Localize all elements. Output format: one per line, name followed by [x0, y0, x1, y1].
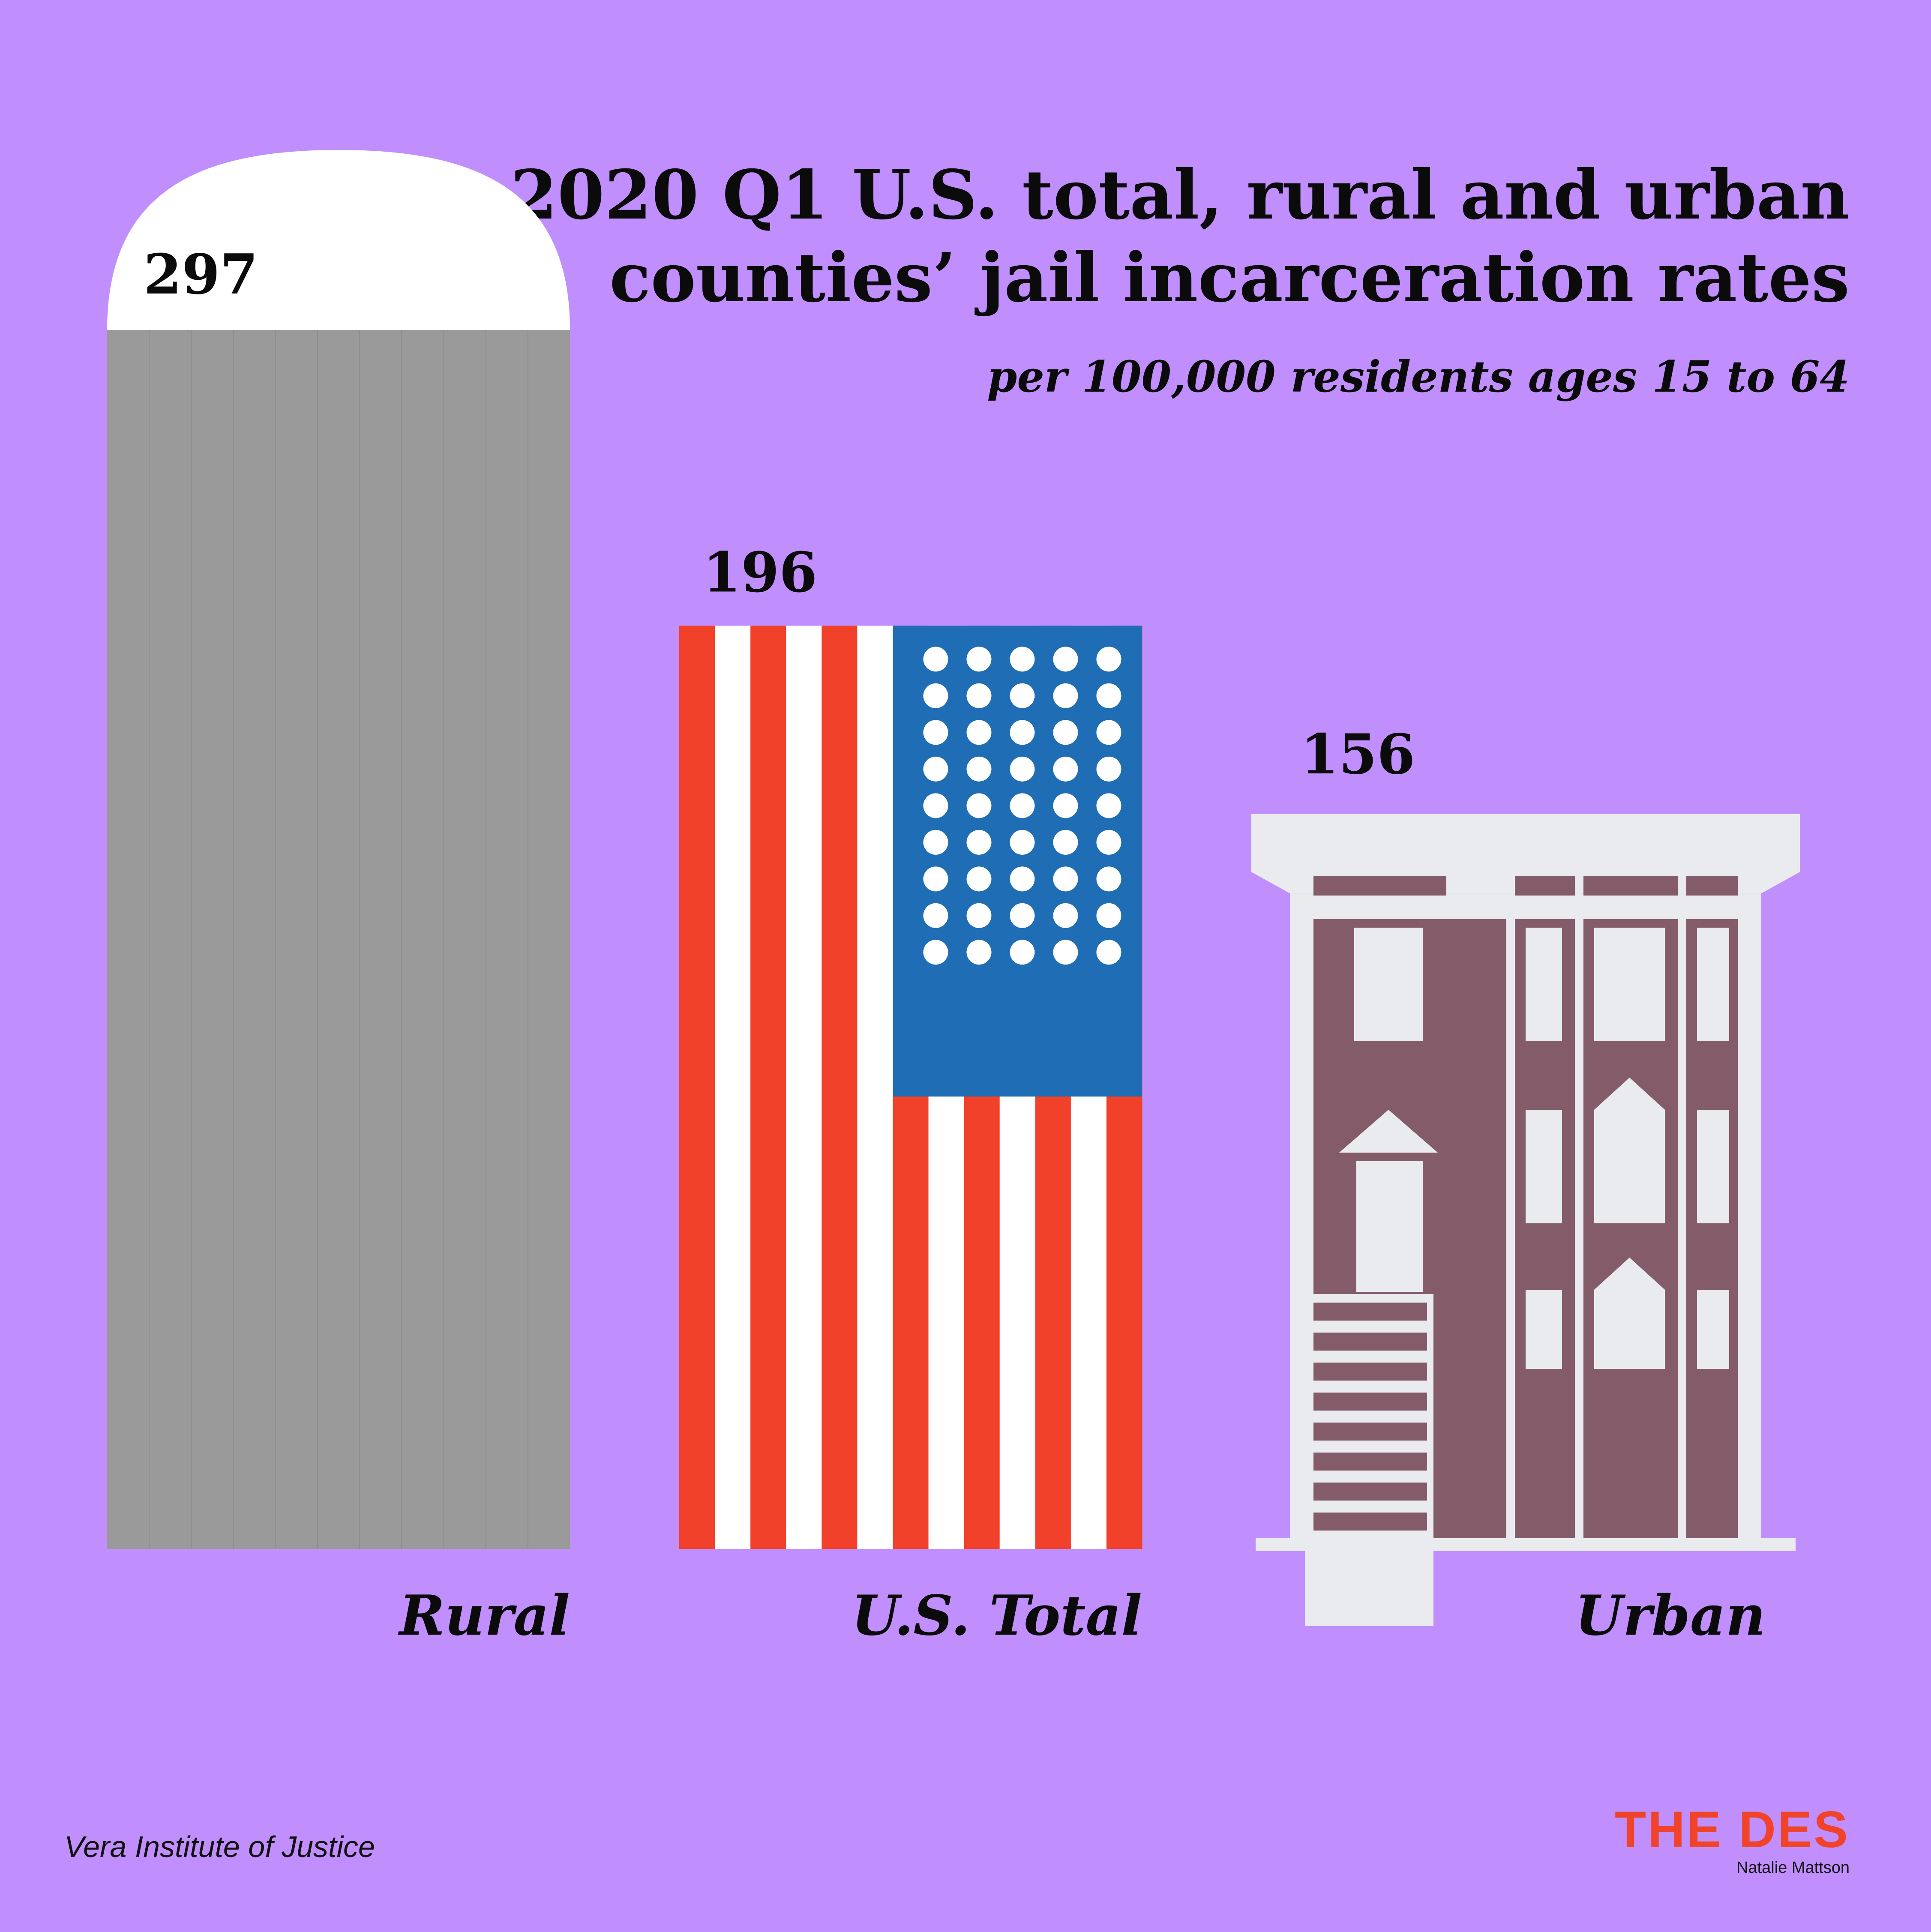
flag-star — [1010, 903, 1035, 928]
flag-star — [1053, 647, 1078, 672]
flag-star — [1010, 940, 1035, 965]
chart-title: 2020 Q1 U.S. total, rural and urban coun… — [510, 156, 1850, 318]
building-frieze — [1515, 876, 1575, 896]
bar-u-s-total: 196 U.S. Total — [679, 540, 1142, 1648]
flag-star — [1010, 756, 1035, 782]
flag-star — [1053, 683, 1078, 708]
stoop-step — [1313, 1453, 1427, 1471]
building-window — [1594, 1110, 1665, 1224]
stoop-step — [1313, 1513, 1427, 1531]
flag-star — [923, 866, 948, 892]
flag-star — [1096, 720, 1121, 745]
flag-star — [966, 683, 992, 708]
stoop-step — [1313, 1303, 1427, 1321]
flag-star — [1010, 866, 1035, 892]
bar-rural: 297 Rural — [107, 150, 570, 1648]
building-frieze — [1686, 876, 1738, 896]
flag-star — [923, 647, 948, 672]
flag-star — [1010, 683, 1035, 708]
value-label-urban: 156 — [1301, 722, 1415, 787]
building-window — [1594, 1290, 1665, 1369]
building-frieze — [1583, 876, 1678, 896]
flag-stripe — [786, 626, 822, 1549]
silo-body — [107, 330, 570, 1549]
flag-star — [1010, 720, 1035, 745]
building-base — [1256, 1538, 1796, 1551]
flag-star — [923, 830, 948, 855]
flag-star — [966, 793, 992, 818]
flag-star — [923, 756, 948, 782]
flag-star — [1053, 830, 1078, 855]
flag-star — [923, 940, 948, 965]
stoop-step — [1313, 1333, 1427, 1351]
category-label: Urban — [1575, 1584, 1766, 1648]
flag-star — [1053, 866, 1078, 892]
flag-star — [1096, 903, 1121, 928]
brand-logo: THE DES — [1614, 1801, 1850, 1858]
building-door — [1356, 1161, 1423, 1292]
window-pediment — [1594, 1258, 1665, 1290]
flag-star — [1010, 793, 1035, 818]
flag-star — [1096, 647, 1121, 672]
category-label: U.S. Total — [852, 1584, 1142, 1648]
source-credit: Vera Institute of Justice — [64, 1830, 375, 1863]
flag-star — [966, 720, 992, 745]
flag-star — [1053, 720, 1078, 745]
flag-stripe — [750, 626, 786, 1549]
flag-star — [1053, 903, 1078, 928]
building-window — [1526, 1290, 1562, 1369]
flag-star — [1010, 830, 1035, 855]
flag-stripe — [857, 626, 893, 1549]
stoop-step — [1313, 1483, 1427, 1501]
window-pediment — [1594, 1078, 1665, 1110]
value-label-us-total: 196 — [703, 540, 817, 605]
flag-star — [966, 903, 992, 928]
flag-star — [1096, 756, 1121, 782]
flag-star — [1053, 940, 1078, 965]
door-pediment — [1339, 1110, 1438, 1153]
building-window — [1697, 928, 1729, 1042]
flag-star — [1096, 940, 1121, 965]
stoop-step — [1313, 1423, 1427, 1441]
flag-stripe — [822, 626, 858, 1549]
flag-star — [966, 647, 992, 672]
flag-star — [923, 683, 948, 708]
building-window — [1526, 928, 1562, 1042]
brand-author: Natalie Mattson — [1736, 1859, 1850, 1877]
flag-star — [1096, 683, 1121, 708]
flag-star — [923, 720, 948, 745]
flag-star — [966, 756, 992, 782]
flag-stripe — [715, 626, 751, 1549]
building-window — [1594, 928, 1665, 1042]
stoop-step — [1313, 1363, 1427, 1381]
building-window — [1697, 1110, 1729, 1224]
building-window — [1526, 1110, 1562, 1224]
flag-star — [1053, 793, 1078, 818]
building-frieze — [1313, 876, 1446, 896]
stoop-step — [1313, 1393, 1427, 1411]
building-window — [1697, 1290, 1729, 1369]
flag-star — [1010, 647, 1035, 672]
category-label: Rural — [398, 1584, 570, 1648]
flag-star — [1053, 756, 1078, 782]
bar-urban: 156 Urban — [1251, 722, 1800, 1648]
flag-stripe — [679, 626, 715, 1549]
value-label-rural: 297 — [144, 243, 258, 307]
flag-star — [923, 793, 948, 818]
flag-star — [966, 830, 992, 855]
chart-subtitle: per 100,000 residents ages 15 to 64 — [987, 351, 1850, 402]
flag-star — [1096, 866, 1121, 892]
silo-dome-cap — [107, 150, 570, 330]
flag-star — [1096, 793, 1121, 818]
building-window — [1354, 928, 1423, 1042]
brand-block: THE DES Natalie Mattson — [1615, 1804, 1850, 1877]
building-cornice — [1251, 814, 1800, 894]
flag-star — [966, 940, 992, 965]
flag-star — [966, 866, 992, 892]
flag-star — [923, 903, 948, 928]
flag-star — [1096, 830, 1121, 855]
